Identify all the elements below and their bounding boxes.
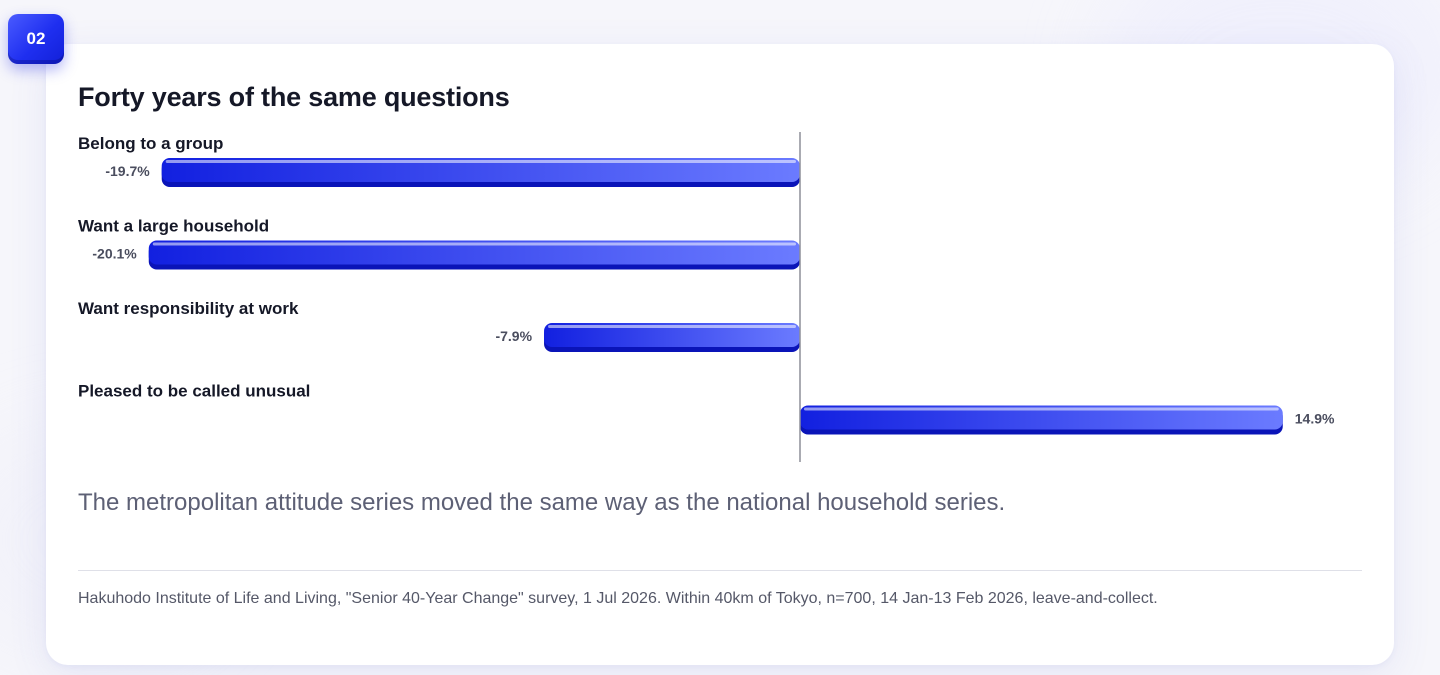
category-label: Want responsibility at work <box>78 299 299 318</box>
value-label: -7.9% <box>495 328 532 344</box>
divider <box>78 570 1362 571</box>
value-label: -20.1% <box>92 246 137 262</box>
chart-card: Forty years of the same questions Belong… <box>46 44 1394 665</box>
value-label: 14.9% <box>1295 411 1335 427</box>
category-label: Pleased to be called unusual <box>78 382 310 401</box>
chart-title: Forty years of the same questions <box>78 82 510 112</box>
value-label: -19.7% <box>105 163 150 179</box>
category-label: Belong to a group <box>78 134 223 153</box>
bar <box>161 158 801 187</box>
section-number-badge: 02 <box>8 14 64 64</box>
bar <box>148 240 800 270</box>
chart-subtitle: The metropolitan attitude series moved t… <box>78 489 1006 516</box>
bar <box>544 323 800 352</box>
bar <box>800 405 1283 435</box>
bar-chart: Belong to a group -19.7% Want a large hous… <box>78 132 1335 462</box>
category-label: Want a large household <box>78 217 269 236</box>
source-note: Hakuhodo Institute of Life and Living, "… <box>78 590 1158 607</box>
